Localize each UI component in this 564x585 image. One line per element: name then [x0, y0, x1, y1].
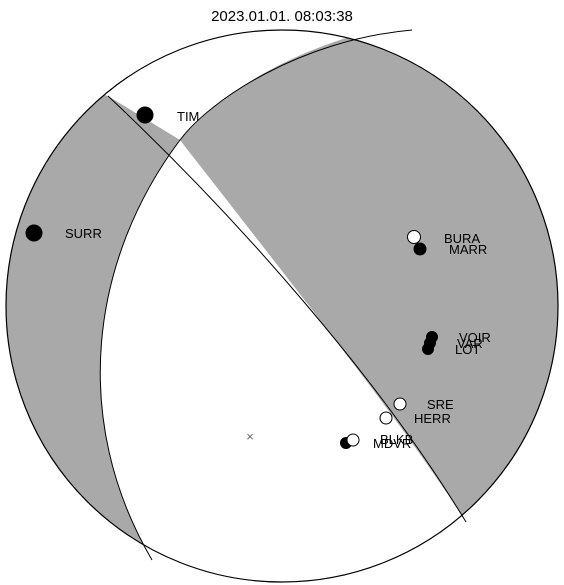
station-label: VAR [457, 336, 483, 351]
sphere-outline [5, 29, 559, 583]
compressional-quadrant-right [180, 30, 558, 582]
station-symbol [407, 230, 421, 244]
station-BLKB: BLKB [346, 432, 413, 447]
station-MARR: MARR [413, 242, 487, 257]
station-LOT: LOT [422, 342, 480, 357]
station-label: BLKB [380, 432, 413, 447]
station-SRE: SRE [393, 397, 454, 412]
station-label: TIM [177, 109, 199, 124]
station-SURR: SURR [25, 224, 102, 242]
station-symbol [393, 397, 407, 411]
station-symbol [413, 242, 427, 256]
event-title: 2023.01.01. 08:03:38 [211, 8, 353, 25]
station-symbol [422, 343, 434, 355]
station-label: LOT [455, 342, 480, 357]
station-label: VOIR [459, 330, 491, 345]
station-BURA: BURA [407, 230, 480, 246]
station-symbol [136, 106, 154, 124]
station-label: SRE [427, 397, 454, 412]
station-symbol [379, 411, 393, 425]
station-symbol [25, 224, 43, 242]
station-symbol [346, 433, 360, 447]
station-label: MDVR [373, 436, 411, 451]
station-HERR: HERR [379, 411, 451, 426]
station-label: HERR [414, 411, 451, 426]
nodal-plane-1 [107, 95, 467, 523]
station-label: SURR [65, 226, 102, 241]
center-marker: × [246, 429, 254, 444]
station-TIM: TIM [136, 106, 199, 124]
station-label: BURA [444, 231, 480, 246]
nodal-plane-2 [99, 29, 413, 561]
station-label: MARR [449, 242, 487, 257]
